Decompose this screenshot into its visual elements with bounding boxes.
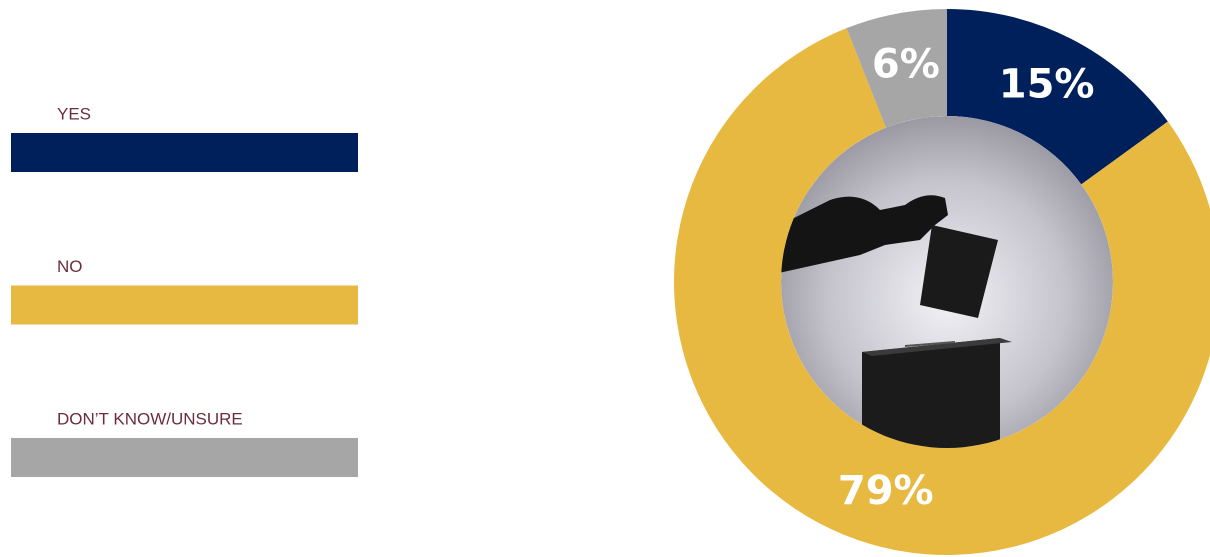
donut-slice [846, 9, 947, 128]
donut-slice [674, 28, 1210, 555]
legend-swatch [11, 285, 358, 325]
legend-swatch [11, 438, 358, 477]
value-label: 79% [838, 468, 934, 514]
legend-label: YES [57, 104, 91, 123]
center-photo [781, 116, 1113, 448]
value-labels: 15% 79% 6% [838, 41, 1095, 513]
donut [674, 9, 1210, 555]
legend: YES NO DON’T KNOW/UNSURE [11, 104, 358, 477]
legend-swatch [11, 133, 358, 172]
value-label: 6% [872, 41, 940, 87]
donut-slice [947, 9, 1168, 185]
legend-label: NO [57, 257, 83, 276]
value-label: 15% [999, 61, 1095, 107]
legend-label: DON’T KNOW/UNSURE [57, 409, 243, 428]
